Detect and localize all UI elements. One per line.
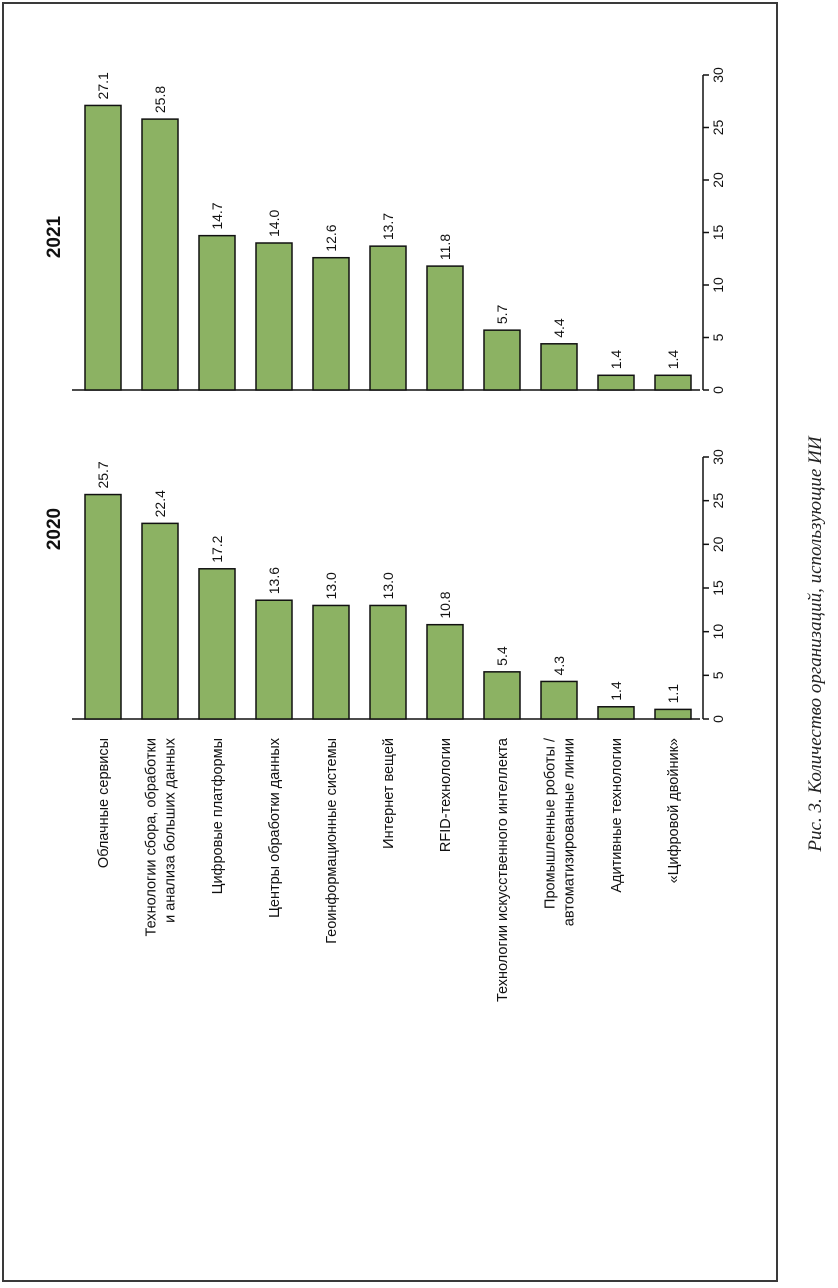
data-label: 13.7 xyxy=(380,213,396,240)
chart-2021: 2021 0 5 10 15 20 25 30 27.1 25.8 14.7 14.0 12.6 13.7… xyxy=(44,67,726,394)
bar xyxy=(654,374,692,391)
data-label: 1.1 xyxy=(665,684,681,704)
category-label-line: Облачные сервисы xyxy=(96,738,112,868)
category-label-line: Цифровые платформы xyxy=(210,738,226,894)
category-labels: Облачные сервисы Технологии сбора, обрабо… xyxy=(96,737,682,1002)
data-label: 14.0 xyxy=(266,210,282,237)
bar xyxy=(255,242,293,391)
data-label: 5.4 xyxy=(494,646,510,666)
category-label: Геоинформационные системы xyxy=(324,738,340,944)
data-label: 13.0 xyxy=(380,572,396,599)
data-label: 13.6 xyxy=(266,567,282,594)
tick-label: 15 xyxy=(710,580,726,596)
data-label: 11.8 xyxy=(437,234,453,260)
bar xyxy=(369,604,407,720)
category-label-line: Технологии искусственного интеллекта xyxy=(495,737,511,1002)
bar xyxy=(84,493,122,720)
category-label-line: Промышленные роботы / xyxy=(543,737,559,909)
data-label: 5.7 xyxy=(494,304,510,324)
category-label-line: Адитивные технологии xyxy=(609,738,625,893)
category-label-line: Технологии сбора, обработки xyxy=(144,738,160,936)
chart-title: 2021 xyxy=(44,215,65,258)
tick-label: 25 xyxy=(710,493,726,509)
data-label: 25.8 xyxy=(152,86,168,113)
chart-title: 2020 xyxy=(44,508,65,550)
data-label: 27.1 xyxy=(95,72,111,99)
bar xyxy=(198,568,236,720)
category-label-line: Геоинформационные системы xyxy=(324,738,340,944)
category-label: RFID-технологии xyxy=(438,738,454,852)
category-label-line: Центры обработки данных xyxy=(267,737,283,918)
data-label: 10.8 xyxy=(437,591,453,618)
tick-label: 20 xyxy=(710,172,726,188)
bar xyxy=(426,265,464,391)
category-label: Технологии искусственного интеллекта xyxy=(495,737,511,1002)
data-label: 13.0 xyxy=(323,572,339,599)
bar xyxy=(654,708,692,720)
data-label: 22.4 xyxy=(152,490,168,517)
figure-frame xyxy=(2,2,778,1282)
category-label-line: автоматизированные линии xyxy=(562,738,578,926)
data-label: 12.6 xyxy=(323,224,339,251)
bar xyxy=(312,604,350,720)
figure-caption: Рис. 3. Количество организаций, использу… xyxy=(805,436,826,852)
data-label: 4.3 xyxy=(551,656,567,676)
category-label: Центры обработки данных xyxy=(267,737,283,918)
tick-label: 30 xyxy=(710,449,726,465)
data-label: 14.7 xyxy=(209,202,225,229)
bar xyxy=(141,118,179,391)
tick-label: 25 xyxy=(710,120,726,136)
bar xyxy=(540,680,578,720)
chart-2020: 2020 0 5 10 15 20 25 30 25.7 22.4 17.2 13.6 13.0 13.0… xyxy=(44,449,726,723)
category-label: Облачные сервисы xyxy=(96,738,112,868)
data-label: 1.4 xyxy=(665,350,681,370)
data-label: 25.7 xyxy=(95,461,111,488)
data-label: 1.4 xyxy=(608,350,624,370)
category-label: Интернет вещей xyxy=(381,738,397,849)
tick-label: 10 xyxy=(710,277,726,293)
bar xyxy=(141,522,179,720)
tick-label: 5 xyxy=(710,333,726,341)
tick-label: 30 xyxy=(710,67,726,83)
bar xyxy=(255,599,293,720)
tick-label: 10 xyxy=(710,624,726,640)
bar xyxy=(597,374,635,391)
category-label-line: RFID-технологии xyxy=(438,738,454,852)
category-label-line: и анализа больших данных xyxy=(163,737,179,923)
bar xyxy=(540,343,578,391)
tick-label: 5 xyxy=(710,671,726,679)
category-label: Адитивные технологии xyxy=(609,738,625,893)
bar xyxy=(369,245,407,391)
bar xyxy=(426,623,464,720)
tick-label: 0 xyxy=(710,715,726,723)
data-label: 17.2 xyxy=(209,535,225,562)
data-label: 4.4 xyxy=(551,318,567,338)
tick-label: 15 xyxy=(710,225,726,241)
tick-label: 0 xyxy=(710,386,726,394)
category-label: «Цифровой двойник» xyxy=(666,738,682,883)
category-label-line: «Цифровой двойник» xyxy=(666,738,682,883)
category-label-line: Интернет вещей xyxy=(381,738,397,849)
category-label: Технологии сбора, обработки и анализа бол… xyxy=(144,737,179,936)
bar xyxy=(84,104,122,391)
bar xyxy=(312,256,350,391)
data-label: 1.4 xyxy=(608,681,624,701)
bar xyxy=(483,329,521,391)
bar xyxy=(597,706,635,720)
category-label: Цифровые платформы xyxy=(210,738,226,894)
bar xyxy=(483,671,521,720)
tick-label: 20 xyxy=(710,536,726,552)
bar xyxy=(198,234,236,391)
category-label: Промышленные роботы / автоматизированные … xyxy=(543,737,578,926)
